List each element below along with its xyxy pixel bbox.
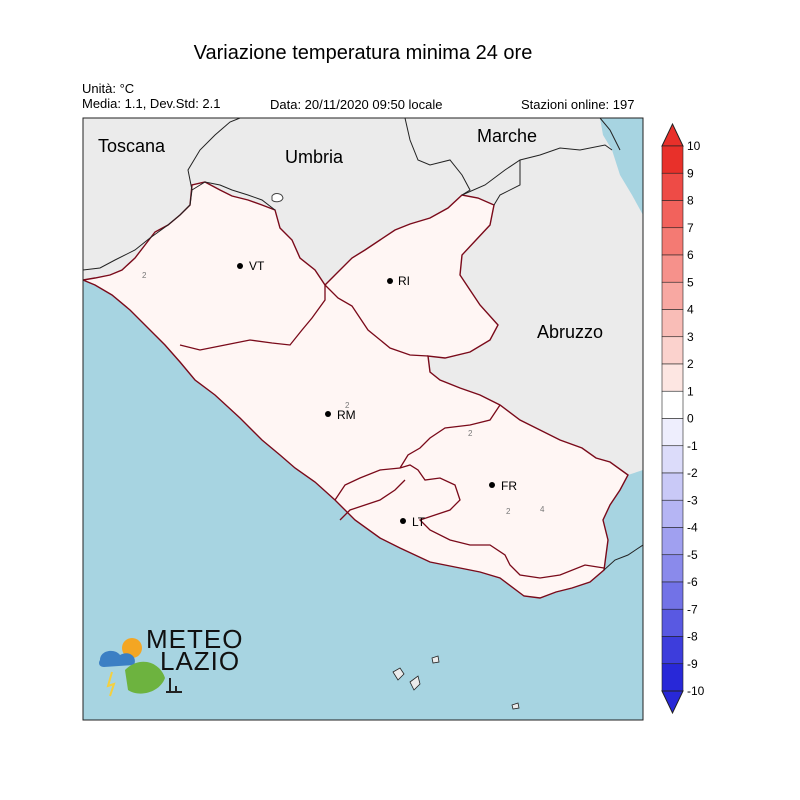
- city-rm: RM: [325, 408, 356, 422]
- colorbar-tick-label: -10: [687, 684, 705, 698]
- colorbar-arrow-top: [661, 122, 684, 147]
- colorbar-tick-label: 4: [687, 303, 694, 317]
- stats-label: Media: 1.1, Dev.Std: 2.1: [82, 96, 221, 111]
- colorbar-tick-label: 1: [687, 384, 694, 398]
- colorbar-tick-label: -5: [687, 548, 698, 562]
- colorbar-swatch: [661, 499, 684, 528]
- contour-label: 2: [142, 271, 147, 280]
- region-label-abruzzo: Abruzzo: [537, 322, 603, 342]
- city-fr: FR: [489, 479, 517, 493]
- colorbar-swatch: [661, 472, 684, 501]
- map-frame: [82, 117, 644, 721]
- city-label-rm: RM: [337, 408, 356, 422]
- city-dot: [489, 482, 495, 488]
- colorbar-tick-label: 8: [687, 194, 694, 208]
- colorbar-swatch: [661, 309, 684, 338]
- city-label-fr: FR: [501, 479, 517, 493]
- lazio-shape-icon: [125, 661, 165, 694]
- colorbar-swatch: [661, 390, 684, 419]
- logo-text-lazio: LAZIO: [160, 646, 240, 676]
- city-dot: [400, 518, 406, 524]
- colorbar-tick-label: -4: [687, 521, 698, 535]
- contour-label: 2: [506, 507, 511, 516]
- region-label-marche: Marche: [477, 126, 537, 146]
- colorbar-tick-label: 7: [687, 221, 694, 235]
- colorbar-tick-label: -9: [687, 657, 698, 671]
- colorbar-swatch: [661, 336, 684, 365]
- colorbar-tick-label: 9: [687, 166, 694, 180]
- colorbar-swatch: [661, 663, 684, 692]
- city-label-lt: LT: [412, 515, 426, 529]
- contour-label: 4: [540, 505, 545, 514]
- city-vt: VT: [237, 259, 265, 273]
- colorbar-tick-label: 6: [687, 248, 694, 262]
- lake-vico: [271, 193, 284, 203]
- meteo-lazio-logo: METEO LAZIO: [99, 624, 243, 697]
- colorbar-tick-label: -2: [687, 466, 698, 480]
- colorbar-swatch: [661, 527, 684, 556]
- colorbar-tick-label: 2: [687, 357, 694, 371]
- stations-label: Stazioni online: 197: [521, 97, 635, 112]
- contour-label: 2: [468, 429, 473, 438]
- logo-text-meteo: METEO: [146, 624, 243, 654]
- unit-label: Unità: °C: [82, 81, 135, 96]
- colorbar-swatch: [661, 281, 684, 310]
- colorbar-swatch: [661, 172, 684, 201]
- city-dot: [237, 263, 243, 269]
- city-label-ri: RI: [398, 274, 410, 288]
- colorbar-swatch: [661, 145, 684, 174]
- colorbar-swatch: [661, 581, 684, 610]
- colorbar-tick-label: 0: [687, 412, 694, 426]
- contour-label: 2: [345, 401, 350, 410]
- colorbar-tick-label: -6: [687, 575, 698, 589]
- city-label-vt: VT: [249, 259, 265, 273]
- pontine-islands: [392, 655, 520, 710]
- city-lt: LT: [400, 515, 426, 529]
- contour-value-labels: 2 2 4 2 2: [142, 271, 545, 516]
- region-label-toscana: Toscana: [98, 136, 166, 156]
- colorbar-swatch: [661, 608, 684, 637]
- city-dot: [387, 278, 393, 284]
- date-label: Data: 20/11/2020 09:50 locale: [270, 97, 443, 112]
- station-icon: [166, 678, 182, 693]
- colorbar-arrow-bottom: [661, 690, 684, 715]
- colorbar-tick-label: -7: [687, 602, 698, 616]
- colorbar-tick-label: -1: [687, 439, 698, 453]
- city-ri: RI: [387, 274, 410, 288]
- colorbar-tick-label: -3: [687, 493, 698, 507]
- colorbar-swatch: [661, 254, 684, 283]
- colorbar-swatch: [661, 363, 684, 392]
- colorbar-tick-label: 10: [687, 139, 701, 153]
- colorbar-swatch: [661, 636, 684, 665]
- regional-borders: [83, 118, 643, 571]
- cloud-icon: [99, 650, 135, 667]
- city-dot: [325, 411, 331, 417]
- sun-icon: [122, 638, 142, 658]
- colorbar-swatch: [661, 227, 684, 256]
- colorbar-tick-label: 3: [687, 330, 694, 344]
- colorbar-swatch: [661, 200, 684, 229]
- lightning-icon: [106, 671, 116, 697]
- colorbar-tick-label: 5: [687, 275, 694, 289]
- region-label-umbria: Umbria: [285, 147, 344, 167]
- colorbar-swatch: [661, 445, 684, 474]
- colorbar-swatch: [661, 418, 684, 447]
- colorbar-tick-label: -8: [687, 630, 698, 644]
- map-title: Variazione temperatura minima 24 ore: [193, 42, 533, 64]
- province-borders: [179, 284, 605, 579]
- colorbar-swatch: [661, 554, 684, 583]
